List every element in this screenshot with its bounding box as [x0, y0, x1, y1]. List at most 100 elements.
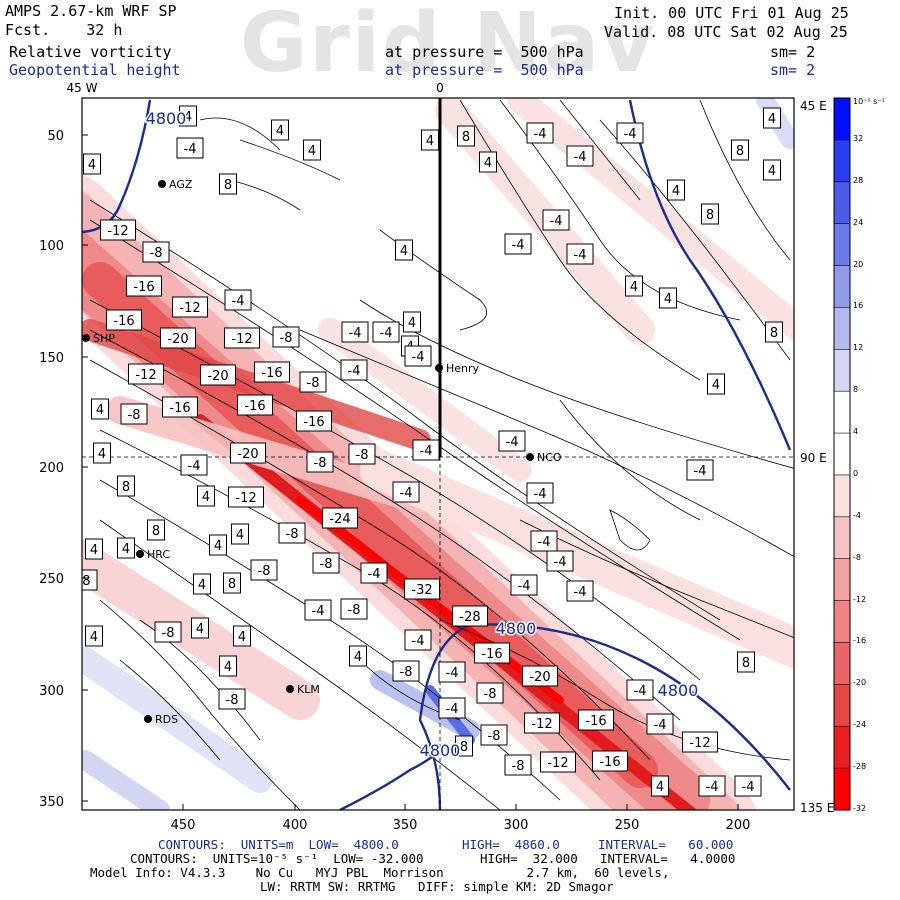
- colorbar-tick-label: 20: [853, 259, 864, 269]
- svg-text:Henry: Henry: [446, 362, 480, 375]
- svg-text:-4: -4: [368, 567, 381, 582]
- colorbar-tick-label: -12: [853, 594, 867, 604]
- vorticity-value-label: -4: [566, 243, 594, 265]
- vorticity-value-label: 8: [457, 125, 475, 147]
- vorticity-shading: [318, 318, 532, 482]
- vorticity-value-label: -8: [142, 241, 170, 263]
- y-tick-label: 300: [39, 684, 64, 699]
- vorticity-value-label: 4: [395, 239, 413, 261]
- station-marker: AGZ: [158, 178, 193, 191]
- colorbar-tick-label: 32: [853, 133, 864, 143]
- colorbar-unit: 10⁻⁵ s⁻¹: [853, 97, 885, 106]
- vorticity-contour: [699, 99, 791, 261]
- vorticity-shading: [507, 98, 794, 342]
- svg-text:-8: -8: [226, 693, 239, 708]
- svg-text:-4: -4: [188, 459, 201, 474]
- geopotential-label: 4800: [146, 109, 187, 128]
- vorticity-shading: [296, 496, 564, 704]
- colorbar-swatch: [834, 391, 850, 434]
- svg-text:-4: -4: [534, 487, 547, 502]
- vorticity-value-label: -4: [224, 289, 252, 311]
- right-longitude-label: 135 E: [800, 801, 834, 815]
- y-tick-label: 250: [39, 572, 64, 587]
- right-longitude-label: 45 E: [800, 99, 827, 113]
- vorticity-value-label: 8: [731, 139, 749, 161]
- vorticity-contour: [559, 399, 701, 521]
- svg-text:-8: -8: [258, 564, 271, 579]
- vorticity-value-label: 4: [651, 775, 669, 797]
- colorbar-tick-label: -28: [853, 762, 867, 772]
- vorticity-value-label: -8: [272, 326, 300, 348]
- geopotential-contour: [82, 99, 152, 234]
- svg-text:-16: -16: [599, 755, 620, 770]
- vorticity-value-label: -12: [524, 712, 560, 734]
- vorticity-contour: [199, 117, 281, 151]
- svg-text:4: 4: [238, 630, 246, 645]
- svg-text:-8: -8: [162, 626, 175, 641]
- colorbar-tick-label: 0: [853, 468, 859, 478]
- svg-text:-16: -16: [261, 366, 282, 381]
- vorticity-contour: [239, 139, 341, 181]
- svg-text:-20: -20: [529, 670, 550, 685]
- vorticity-contour: [89, 329, 681, 721]
- colorbar-swatch: [834, 265, 850, 308]
- svg-text:-8: -8: [488, 729, 501, 744]
- colorbar-swatch: [834, 642, 850, 685]
- vorticity-value-label: -4: [360, 562, 388, 584]
- vorticity-value-label: -4: [686, 459, 714, 481]
- svg-text:8: 8: [742, 656, 750, 671]
- vorticity-value-label: 4: [209, 534, 227, 556]
- svg-text:SHP: SHP: [93, 332, 115, 345]
- vorticity-value-label: -8: [278, 522, 306, 544]
- svg-text:-4: -4: [654, 718, 667, 733]
- station-marker: Henry: [435, 362, 480, 375]
- vorticity-value-label: 4: [667, 179, 685, 201]
- vorticity-value-label: 8: [701, 203, 719, 225]
- smoothing-1: sm= 2: [770, 43, 816, 61]
- field-vorticity: Relative vorticity: [9, 43, 172, 61]
- vorticity-contour: [599, 119, 791, 361]
- colorbar-tick-label: 8: [853, 385, 859, 395]
- colorbar-swatch: [834, 223, 850, 267]
- svg-text:4: 4: [426, 134, 434, 149]
- vorticity-value-label: -4: [626, 679, 654, 701]
- svg-text:4: 4: [408, 316, 416, 331]
- vorticity-value-label: -8: [306, 451, 334, 473]
- vorticity-value-label: -4: [734, 775, 762, 797]
- vorticity-shading: [82, 540, 320, 720]
- forecast-hour: Fcst. 32 h: [5, 21, 123, 39]
- vorticity-value-label: 4: [83, 153, 101, 175]
- svg-text:-12: -12: [235, 491, 256, 506]
- svg-text:-4: -4: [400, 486, 413, 501]
- init-time: Init. 00 UTC Fri 01 Aug 25: [614, 4, 849, 22]
- colorbar-tick-label: 12: [853, 343, 864, 353]
- footer-model-info: Model Info: V4.3.3 No Cu MYJ PBL Morriso…: [90, 865, 670, 880]
- svg-text:-4: -4: [694, 464, 707, 479]
- svg-text:-4: -4: [538, 535, 551, 550]
- svg-text:-4: -4: [446, 666, 459, 681]
- svg-text:-4: -4: [624, 127, 637, 142]
- svg-text:-4: -4: [574, 585, 587, 600]
- vorticity-value-label: -4: [546, 550, 574, 572]
- svg-text:-4: -4: [312, 604, 325, 619]
- vorticity-value-label: -12: [100, 219, 136, 241]
- vorticity-value-label: -8: [392, 660, 420, 682]
- svg-text:-8: -8: [150, 246, 163, 261]
- vorticity-value-label: 4: [85, 625, 103, 647]
- vorticity-value-label: 8: [737, 651, 755, 673]
- svg-text:8: 8: [224, 178, 232, 193]
- colorbar-tick-label: -20: [853, 678, 867, 688]
- y-tick-label: 150: [39, 351, 64, 366]
- vorticity-value-label: 8: [219, 173, 237, 195]
- svg-text:8: 8: [706, 208, 714, 223]
- vorticity-contour: [99, 599, 301, 810]
- svg-text:-4: -4: [706, 780, 719, 795]
- vorticity-value-label: -8: [312, 552, 340, 574]
- svg-text:-4: -4: [349, 326, 362, 341]
- vorticity-value-label: 8: [223, 572, 241, 594]
- svg-text:-16: -16: [169, 401, 190, 416]
- svg-text:-4: -4: [742, 780, 755, 795]
- vorticity-value-label: -4: [498, 430, 526, 452]
- vorticity-contour: [439, 619, 791, 761]
- y-tick-label: 200: [39, 461, 64, 476]
